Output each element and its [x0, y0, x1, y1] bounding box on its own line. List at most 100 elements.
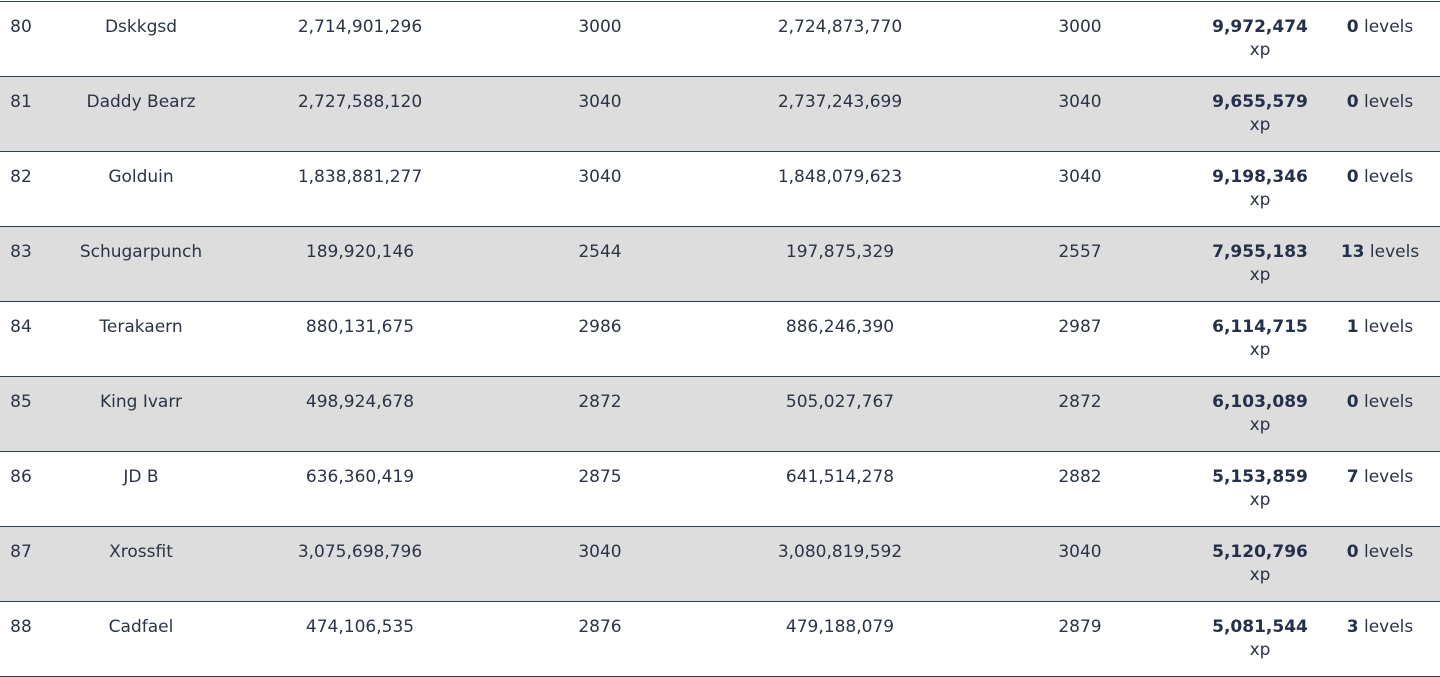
end-level-cell: 3000	[1058, 17, 1102, 37]
start-level-cell: 2875	[578, 467, 622, 487]
end-xp-cell: 197,875,329	[785, 242, 895, 262]
levels-gained-unit: levels	[1363, 317, 1414, 337]
rank-cell: 83	[10, 242, 32, 262]
end-level-cell: 3040	[1058, 92, 1102, 112]
xp-gain-unit: xp	[1249, 115, 1271, 135]
end-xp-cell: 1,848,079,623	[777, 167, 903, 187]
end-level-cell: 2987	[1058, 317, 1102, 337]
end-xp-cell: 886,246,390	[785, 317, 895, 337]
table-row: 84 Terakaern 880,131,675 2986 886,246,39…	[0, 302, 1440, 377]
xp-gain-value: 5,120,796	[1212, 542, 1308, 562]
levels-gained-unit: levels	[1363, 542, 1414, 562]
levels-gained-value: 7	[1346, 467, 1359, 487]
xp-gain-cell: 6,114,715 xp	[1200, 316, 1320, 362]
xp-gain-cell: 7,955,183 xp	[1200, 241, 1320, 287]
start-xp-cell: 189,920,146	[305, 242, 415, 262]
levels-gained-value: 0	[1346, 392, 1359, 412]
end-level-cell: 2879	[1058, 617, 1102, 637]
levels-gained-cell: 0 levels	[1330, 16, 1430, 38]
start-xp-cell: 2,714,901,296	[297, 17, 423, 37]
rank-cell: 86	[10, 467, 32, 487]
end-xp-cell: 3,080,819,592	[777, 542, 903, 562]
xp-gain-unit: xp	[1249, 565, 1271, 585]
rank-cell: 80	[10, 17, 32, 37]
levels-gained-value: 0	[1346, 542, 1359, 562]
end-xp-cell: 2,737,243,699	[777, 92, 903, 112]
levels-gained-cell: 0 levels	[1330, 541, 1430, 563]
levels-gained-unit: levels	[1363, 392, 1414, 412]
start-xp-cell: 3,075,698,796	[297, 542, 423, 562]
xp-gain-value: 5,153,859	[1212, 467, 1308, 487]
start-level-cell: 2544	[578, 242, 622, 262]
xp-gain-unit: xp	[1249, 490, 1271, 510]
levels-gained-value: 0	[1346, 92, 1359, 112]
player-name-cell[interactable]: JD B	[123, 467, 159, 487]
xp-gain-cell: 9,972,474 xp	[1200, 16, 1320, 62]
levels-gained-unit: levels	[1363, 17, 1414, 37]
rank-cell: 81	[10, 92, 32, 112]
table-row: 83 Schugarpunch 189,920,146 2544 197,875…	[0, 227, 1440, 302]
rank-cell: 82	[10, 167, 32, 187]
levels-gained-value: 1	[1346, 317, 1359, 337]
player-name-cell[interactable]: Dskkgsd	[104, 17, 178, 37]
end-level-cell: 2557	[1058, 242, 1102, 262]
levels-gained-cell: 7 levels	[1330, 466, 1430, 488]
player-name-cell[interactable]: King Ivarr	[99, 392, 182, 412]
xp-gain-unit: xp	[1249, 340, 1271, 360]
xp-gain-value: 6,114,715	[1212, 317, 1308, 337]
player-name-cell[interactable]: Golduin	[108, 167, 174, 187]
start-level-cell: 3040	[578, 542, 622, 562]
levels-gained-cell: 0 levels	[1330, 166, 1430, 188]
xp-gain-value: 9,972,474	[1212, 17, 1308, 37]
table-row: 85 King Ivarr 498,924,678 2872 505,027,7…	[0, 377, 1440, 452]
xp-gain-unit: xp	[1249, 265, 1271, 285]
xp-gain-cell: 9,655,579 xp	[1200, 91, 1320, 137]
start-xp-cell: 498,924,678	[305, 392, 415, 412]
levels-gained-value: 0	[1346, 17, 1359, 37]
end-xp-cell: 479,188,079	[785, 617, 895, 637]
player-name-cell[interactable]: Schugarpunch	[79, 242, 203, 262]
end-xp-cell: 2,724,873,770	[777, 17, 903, 37]
player-name-cell[interactable]: Terakaern	[99, 317, 183, 337]
xp-gain-cell: 6,103,089 xp	[1200, 391, 1320, 437]
rank-cell: 87	[10, 542, 32, 562]
xp-gain-value: 9,198,346	[1212, 167, 1308, 187]
levels-gained-cell: 0 levels	[1330, 91, 1430, 113]
table-row: 81 Daddy Bearz 2,727,588,120 3040 2,737,…	[0, 77, 1440, 152]
levels-gained-cell: 0 levels	[1330, 391, 1430, 413]
start-level-cell: 3040	[578, 167, 622, 187]
start-xp-cell: 880,131,675	[305, 317, 415, 337]
start-level-cell: 3040	[578, 92, 622, 112]
levels-gained-value: 0	[1346, 167, 1359, 187]
levels-gained-cell: 3 levels	[1330, 616, 1430, 638]
table-row: 87 Xrossfit 3,075,698,796 3040 3,080,819…	[0, 527, 1440, 602]
end-xp-cell: 505,027,767	[785, 392, 895, 412]
player-name-cell[interactable]: Cadfael	[108, 617, 174, 637]
levels-gained-unit: levels	[1363, 617, 1414, 637]
levels-gained-cell: 13 levels	[1330, 241, 1430, 263]
xp-gain-unit: xp	[1249, 640, 1271, 660]
xp-gain-value: 9,655,579	[1212, 92, 1308, 112]
rank-cell: 88	[10, 617, 32, 637]
start-xp-cell: 636,360,419	[305, 467, 415, 487]
xp-gain-unit: xp	[1249, 190, 1271, 210]
levels-gained-value: 3	[1346, 617, 1359, 637]
levels-gained-unit: levels	[1363, 467, 1414, 487]
xp-gain-value: 7,955,183	[1212, 242, 1308, 262]
start-xp-cell: 2,727,588,120	[297, 92, 423, 112]
xp-gain-value: 6,103,089	[1212, 392, 1308, 412]
start-level-cell: 2986	[578, 317, 622, 337]
start-level-cell: 3000	[578, 17, 622, 37]
start-level-cell: 2876	[578, 617, 622, 637]
player-name-cell[interactable]: Xrossfit	[109, 542, 173, 562]
start-level-cell: 2872	[578, 392, 622, 412]
xp-gain-cell: 5,081,544 xp	[1200, 616, 1320, 662]
player-name-cell[interactable]: Daddy Bearz	[86, 92, 196, 112]
xp-gain-unit: xp	[1249, 40, 1271, 60]
end-level-cell: 3040	[1058, 167, 1102, 187]
xp-gain-value: 5,081,544	[1212, 617, 1308, 637]
end-level-cell: 2872	[1058, 392, 1102, 412]
end-level-cell: 2882	[1058, 467, 1102, 487]
start-xp-cell: 1,838,881,277	[297, 167, 423, 187]
